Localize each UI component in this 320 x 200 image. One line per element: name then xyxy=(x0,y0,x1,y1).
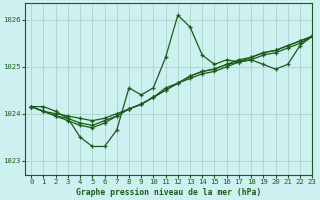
X-axis label: Graphe pression niveau de la mer (hPa): Graphe pression niveau de la mer (hPa) xyxy=(76,188,261,197)
